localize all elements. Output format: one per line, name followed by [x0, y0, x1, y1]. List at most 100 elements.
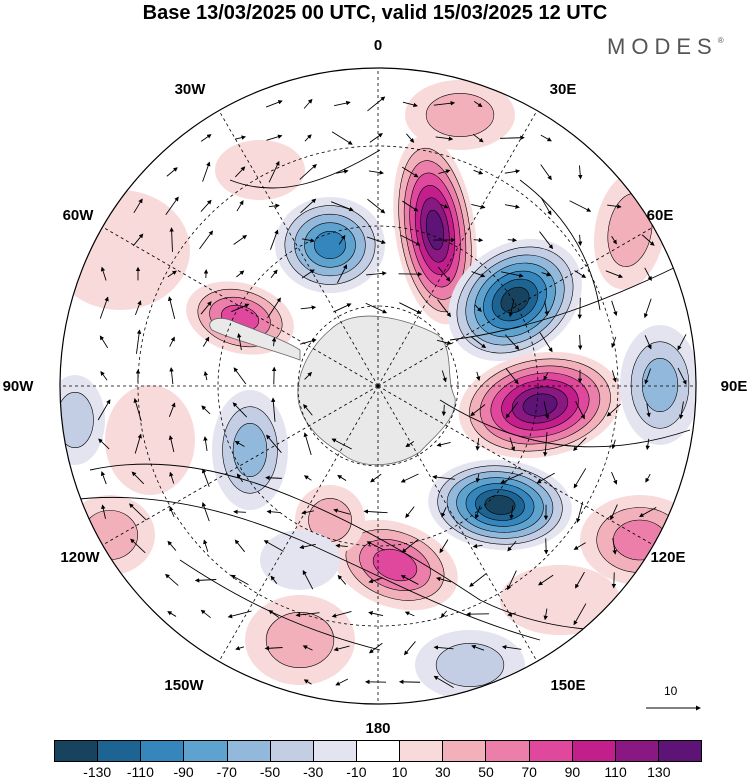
wind-arrow [611, 370, 617, 383]
wind-arrow [268, 160, 280, 183]
colorbar-tick-label: 30 [435, 764, 451, 780]
anomaly-band [265, 612, 335, 668]
wind-arrow [100, 471, 107, 485]
wind-arrow [476, 371, 481, 381]
wind-arrow [304, 134, 312, 142]
anomaly-band [435, 643, 505, 687]
wind-arrow [337, 574, 347, 585]
wind-arrow [335, 543, 348, 549]
wind-arrow [643, 298, 652, 319]
colorbar-segment [184, 741, 228, 761]
colorbar-segment [356, 741, 401, 761]
wind-arrow [200, 199, 212, 212]
wind-arrow [201, 502, 210, 522]
wind-arrow [403, 641, 416, 656]
wind-arrow [165, 573, 179, 586]
wind-arrow [437, 299, 452, 318]
colorbar-ticks: -130 -110 -90 -70 -50 -30 -10 10 30 50 70 90 110 130 [54, 764, 702, 782]
longitude-label-30e: 30E [550, 81, 577, 98]
wind-arrow [367, 96, 386, 112]
wind-arrow [539, 231, 554, 250]
anomaly-band [500, 286, 530, 314]
colorbar-tick-label: 50 [478, 764, 494, 780]
wind-arrow [266, 434, 282, 453]
wind-arrow [128, 503, 147, 521]
wind-arrow [436, 442, 451, 447]
wind-arrow [540, 164, 552, 181]
wind-arrow [303, 475, 312, 481]
wind-arrow [573, 437, 587, 451]
wind-arrow [302, 645, 313, 651]
meridian-line [377, 385, 654, 546]
wind-arrow [295, 612, 320, 618]
wind-arrow [365, 302, 388, 314]
wind-arrow [438, 169, 451, 175]
wind-arrow [543, 401, 550, 420]
wind-arrow [612, 538, 617, 555]
wind-arrow [645, 473, 651, 483]
wind-arrow [611, 572, 617, 589]
vector-reference-arrow [646, 705, 701, 711]
wind-arrow [201, 468, 210, 487]
wind-arrow [500, 472, 524, 484]
colorbar [54, 740, 702, 762]
wind-arrow [370, 473, 382, 483]
wind-arrow [334, 100, 351, 107]
wind-arrow [368, 642, 383, 654]
wind-arrow [234, 135, 246, 140]
wind-arrow [271, 336, 277, 347]
wind-arrow [263, 540, 284, 552]
wind-arrow [266, 509, 281, 514]
wind-arrow [404, 611, 415, 617]
wind-arrow [607, 204, 622, 209]
wind-arrow [543, 372, 549, 381]
wind-arrow [401, 166, 419, 178]
wind-arrow [130, 538, 146, 554]
vector-reference-label: 10 [664, 684, 678, 698]
wind-arrow [265, 475, 282, 481]
wind-arrow [474, 505, 481, 520]
wind-arrow [543, 432, 548, 457]
wind-arrow [470, 336, 487, 349]
colorbar-segment [400, 741, 444, 761]
wind-arrow [302, 569, 314, 590]
contour-line [69, 496, 541, 641]
wind-arrow [367, 198, 386, 214]
wind-arrow [644, 267, 652, 281]
wind-arrow [433, 675, 454, 689]
wind-arrow [436, 339, 452, 346]
wind-arrow [331, 438, 352, 450]
wind-arrow [335, 678, 349, 686]
wind-arrow [336, 169, 349, 174]
anomaly-band [372, 548, 418, 582]
latitude-circle [217, 225, 539, 547]
wind-arrow [369, 133, 383, 143]
wind-arrow [401, 539, 418, 553]
colorbar-segment [98, 741, 142, 761]
longitude-label-30w: 30W [175, 81, 207, 98]
wind-arrow [644, 368, 652, 385]
wind-arrow [678, 401, 684, 420]
wind-arrow [99, 296, 109, 319]
wind-arrow [436, 576, 452, 583]
wind-arrow [573, 542, 586, 550]
wind-arrow [203, 436, 208, 452]
anomaly-band [105, 385, 195, 495]
colorbar-segment [55, 741, 99, 761]
wind-arrow [569, 200, 592, 212]
wind-arrow [611, 439, 616, 450]
wind-arrow [268, 203, 280, 209]
wind-arrow [611, 471, 618, 485]
wind-arrow [441, 404, 447, 417]
wind-arrow [330, 201, 354, 212]
wind-arrow [199, 230, 214, 250]
colorbar-tick-label: -30 [303, 764, 324, 780]
wind-arrow [236, 270, 245, 278]
wind-arrow [230, 574, 249, 586]
colorbar-segment [486, 741, 530, 761]
wind-arrow [577, 297, 583, 320]
wind-arrow [368, 611, 384, 617]
wind-arrow [333, 508, 351, 515]
wind-arrow [136, 329, 142, 354]
wind-arrow [363, 509, 388, 514]
